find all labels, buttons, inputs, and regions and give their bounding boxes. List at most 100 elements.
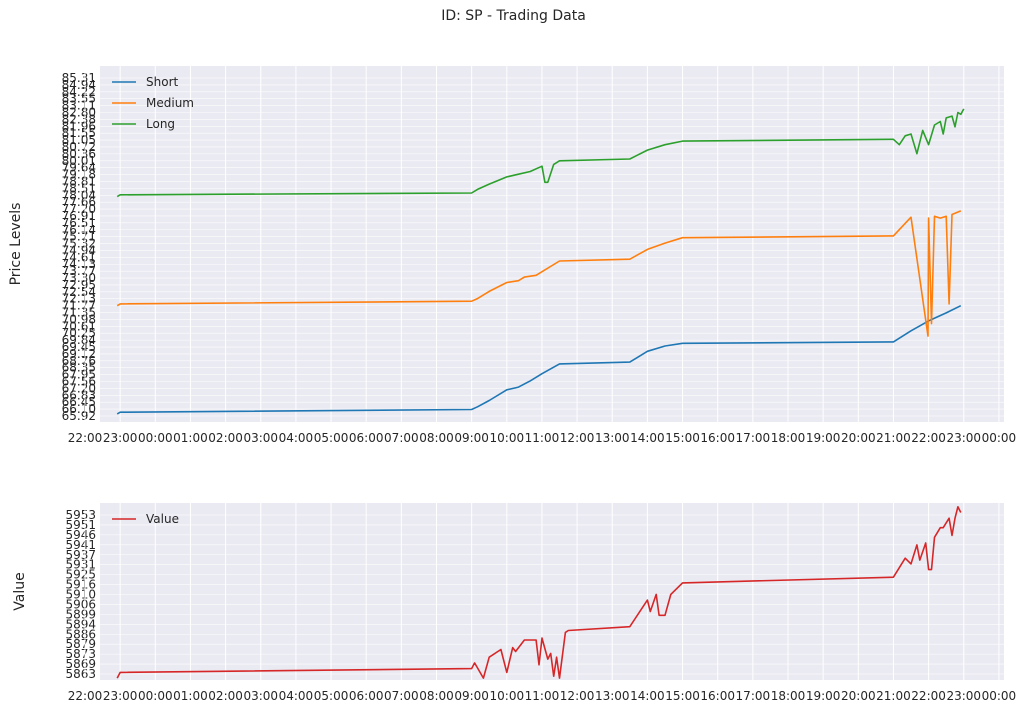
series-line-value [116,505,962,679]
y-tick-label: 81.55 [62,126,96,140]
x-tick-label: 13:00 [595,431,630,445]
series-line-short [116,304,962,415]
y-tick-label: 80.36 [62,147,96,161]
y-tick-label: 5886 [65,627,96,641]
x-tick-label: 19:00 [806,431,841,445]
x-tick-label: 03:00 [243,431,278,445]
y-tick-label: 81.96 [62,119,96,133]
y-tick-label: 74.13 [62,257,96,271]
x-tick-label: 18:00 [771,689,806,703]
x-tick-label: 04:00 [279,689,314,703]
x-tick-label: 15:00 [665,431,700,445]
y-tick-label: 5937 [65,548,96,562]
y-tick-label: 72.54 [62,285,96,299]
y-tick-label: 67.95 [62,368,96,382]
x-tick-label: 23:00 [946,689,981,703]
series-line-long [116,108,965,198]
y-tick-label: 78.81 [62,174,96,188]
y-tick-label: 74.94 [62,243,96,257]
y-tick-label: 69.84 [62,333,96,347]
y-tick-label: 5953 [65,508,96,522]
x-tick-label: 07:00 [384,431,419,445]
x-tick-label: 22:00 [68,689,103,703]
x-tick-label: 00:00 [138,431,173,445]
x-tick-label: 23:00 [103,689,138,703]
price-levels-panel: 85.3184.9484.2283.5583.1182.8082.3881.96… [8,66,1016,445]
y-tick-label: 5951 [65,518,96,532]
x-tick-label: 18:00 [771,431,806,445]
y-axis-label: Value [12,572,28,610]
x-tick-label: 08:00 [419,431,454,445]
y-tick-label: 83.11 [62,99,96,113]
x-tick-label: 06:00 [349,689,384,703]
y-tick-label: 69.45 [62,340,96,354]
x-tick-label: 19:00 [806,689,841,703]
y-tick-label: 76.91 [62,209,96,223]
y-tick-label: 77.20 [62,202,96,216]
series-line-medium [116,210,962,337]
x-tick-label: 05:00 [314,431,349,445]
y-tick-label: 68.35 [62,361,96,375]
y-tick-label: 69.12 [62,347,96,361]
y-tick-label: 65.92 [62,409,96,423]
x-tick-label: 17:00 [736,431,771,445]
x-tick-label: 22:00 [911,689,946,703]
figure-title: ID: SP - Trading Data [441,8,586,24]
y-axis-label: Price Levels [8,203,24,286]
y-tick-label: 5869 [65,657,96,671]
y-tick-label: 70.25 [62,326,96,340]
y-tick-label: 71.77 [62,299,96,313]
x-tick-label: 17:00 [736,689,771,703]
y-tick-label: 80.01 [62,154,96,168]
y-tick-label: 78.51 [62,181,96,195]
y-tick-label: 68.76 [62,354,96,368]
x-tick-label: 20:00 [841,431,876,445]
plot-area [100,66,1004,422]
x-tick-label: 13:00 [595,689,630,703]
x-tick-label: 09:00 [454,689,489,703]
y-tick-label: 5916 [65,578,96,592]
x-tick-label: 07:00 [384,689,419,703]
y-tick-label: 5894 [65,617,96,631]
plot-area [100,503,1004,680]
x-tick-label: 21:00 [876,689,911,703]
y-tick-label: 71.35 [62,306,96,320]
legend-label: Medium [146,96,194,110]
x-tick-label: 15:00 [665,689,700,703]
y-tick-label: 72.95 [62,278,96,292]
y-tick-label: 82.38 [62,112,96,126]
legend-label: Long [146,117,175,131]
value-panel: 5953595159465941593759315925591659105906… [12,503,1016,703]
y-tick-label: 5941 [65,538,96,552]
x-tick-label: 14:00 [630,431,665,445]
x-tick-label: 23:00 [103,431,138,445]
y-tick-label: 84.22 [62,85,96,99]
x-tick-label: 22:00 [911,431,946,445]
x-tick-label: 10:00 [490,431,525,445]
x-tick-label: 12:00 [560,689,595,703]
y-tick-label: 72.13 [62,292,96,306]
x-tick-label: 23:00 [946,431,981,445]
x-tick-label: 09:00 [454,431,489,445]
y-tick-label: 80.72 [62,140,96,154]
x-tick-label: 01:00 [173,689,208,703]
y-tick-label: 5863 [65,667,96,681]
y-tick-label: 5910 [65,588,96,602]
legend-label: Value [146,512,179,526]
x-tick-label: 04:00 [279,431,314,445]
x-tick-label: 14:00 [630,689,665,703]
y-tick-label: 5906 [65,597,96,611]
y-tick-label: 76.14 [62,223,96,237]
y-tick-label: 74.61 [62,250,96,264]
x-tick-label: 16:00 [700,689,735,703]
y-tick-label: 79.18 [62,168,96,182]
x-tick-label: 21:00 [876,431,911,445]
x-tick-label: 20:00 [841,689,876,703]
legend: Short Medium Long [112,75,194,131]
x-tick-label: 05:00 [314,689,349,703]
y-tick-label: 5925 [65,568,96,582]
y-tick-label: 5946 [65,528,96,542]
x-tick-label: 12:00 [560,431,595,445]
y-tick-label: 67.56 [62,375,96,389]
